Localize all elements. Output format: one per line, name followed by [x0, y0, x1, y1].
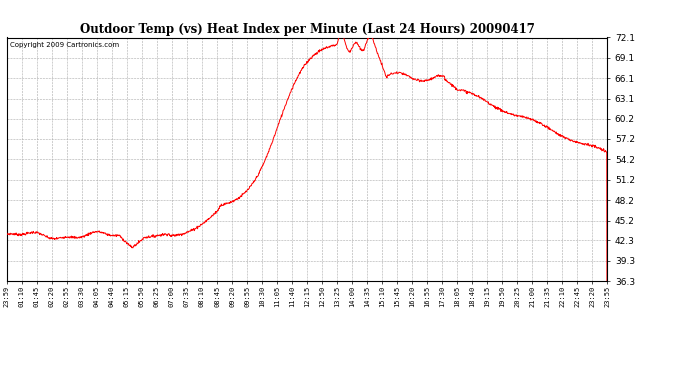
Title: Outdoor Temp (vs) Heat Index per Minute (Last 24 Hours) 20090417: Outdoor Temp (vs) Heat Index per Minute … [79, 23, 535, 36]
Text: Copyright 2009 Cartronics.com: Copyright 2009 Cartronics.com [10, 42, 119, 48]
